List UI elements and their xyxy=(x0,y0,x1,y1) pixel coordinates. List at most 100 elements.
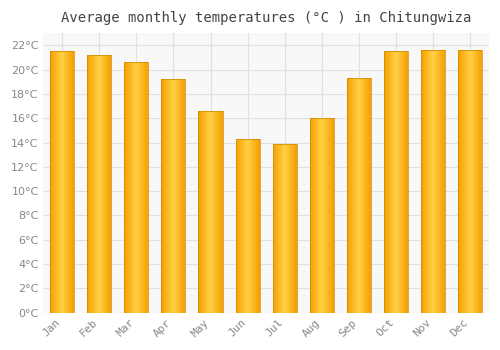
Bar xyxy=(205,111,206,313)
Bar xyxy=(208,111,209,313)
Bar xyxy=(471,50,472,313)
Bar xyxy=(108,55,109,313)
Bar xyxy=(184,79,186,313)
Bar xyxy=(398,51,400,313)
Bar xyxy=(480,50,481,313)
Bar xyxy=(392,51,393,313)
Bar xyxy=(126,62,128,313)
Bar xyxy=(201,111,202,313)
Bar xyxy=(272,144,274,313)
Bar xyxy=(288,144,289,313)
Bar xyxy=(171,79,172,313)
Bar xyxy=(202,111,203,313)
Bar xyxy=(422,50,423,313)
Bar xyxy=(425,50,426,313)
Bar xyxy=(252,139,254,313)
Bar xyxy=(427,50,428,313)
Bar xyxy=(214,111,216,313)
Bar xyxy=(144,62,145,313)
Bar xyxy=(347,78,371,313)
Bar xyxy=(239,139,240,313)
Bar xyxy=(463,50,464,313)
Bar xyxy=(179,79,180,313)
Bar xyxy=(423,50,424,313)
Bar xyxy=(210,111,212,313)
Bar xyxy=(314,118,316,313)
Bar xyxy=(136,62,137,313)
Bar xyxy=(477,50,478,313)
Bar xyxy=(58,51,59,313)
Bar xyxy=(401,51,402,313)
Bar xyxy=(385,51,386,313)
Bar xyxy=(106,55,107,313)
Bar xyxy=(368,78,370,313)
Bar xyxy=(50,51,51,313)
Bar xyxy=(458,50,459,313)
Bar xyxy=(280,144,281,313)
Bar xyxy=(258,139,259,313)
Bar xyxy=(240,139,241,313)
Bar xyxy=(53,51,54,313)
Bar xyxy=(384,51,408,313)
Bar xyxy=(370,78,371,313)
Bar xyxy=(63,51,64,313)
Bar xyxy=(236,139,237,313)
Bar xyxy=(100,55,101,313)
Bar xyxy=(367,78,368,313)
Bar xyxy=(71,51,72,313)
Bar xyxy=(329,118,330,313)
Bar xyxy=(60,51,61,313)
Bar xyxy=(387,51,388,313)
Bar xyxy=(162,79,186,313)
Bar xyxy=(310,118,334,313)
Bar xyxy=(242,139,243,313)
Bar xyxy=(466,50,467,313)
Bar xyxy=(443,50,444,313)
Bar xyxy=(320,118,321,313)
Bar xyxy=(460,50,462,313)
Bar xyxy=(200,111,201,313)
Bar xyxy=(247,139,248,313)
Bar xyxy=(57,51,58,313)
Bar xyxy=(389,51,390,313)
Bar xyxy=(245,139,246,313)
Bar xyxy=(124,62,148,313)
Bar xyxy=(61,51,62,313)
Bar xyxy=(351,78,352,313)
Bar xyxy=(328,118,329,313)
Bar xyxy=(386,51,387,313)
Bar xyxy=(107,55,108,313)
Bar xyxy=(183,79,184,313)
Bar xyxy=(439,50,440,313)
Bar xyxy=(287,144,288,313)
Bar xyxy=(355,78,356,313)
Bar xyxy=(313,118,314,313)
Bar xyxy=(51,51,52,313)
Bar xyxy=(56,51,57,313)
Bar xyxy=(437,50,438,313)
Bar xyxy=(241,139,242,313)
Bar xyxy=(436,50,437,313)
Bar xyxy=(92,55,94,313)
Bar xyxy=(364,78,366,313)
Bar xyxy=(212,111,213,313)
Bar xyxy=(104,55,105,313)
Bar xyxy=(176,79,178,313)
Bar xyxy=(110,55,111,313)
Bar xyxy=(68,51,70,313)
Bar xyxy=(244,139,245,313)
Bar xyxy=(468,50,469,313)
Bar xyxy=(255,139,256,313)
Bar xyxy=(359,78,360,313)
Bar xyxy=(274,144,275,313)
Bar xyxy=(236,139,260,313)
Bar xyxy=(442,50,443,313)
Bar xyxy=(402,51,404,313)
Bar xyxy=(350,78,351,313)
Bar xyxy=(360,78,362,313)
Bar xyxy=(145,62,146,313)
Bar xyxy=(464,50,466,313)
Bar xyxy=(393,51,394,313)
Bar xyxy=(246,139,247,313)
Bar xyxy=(218,111,220,313)
